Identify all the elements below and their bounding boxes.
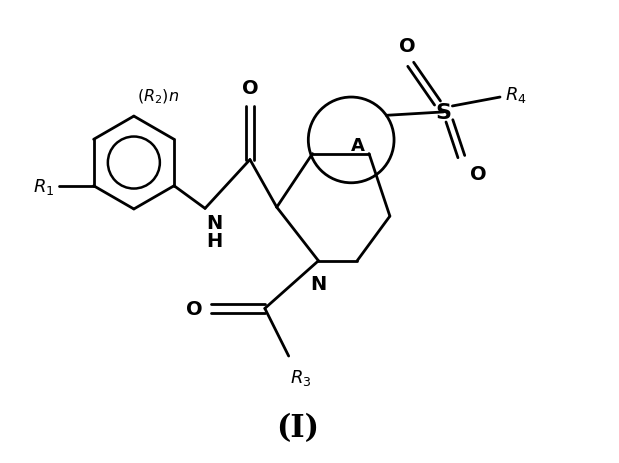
Text: O: O — [470, 164, 487, 183]
Text: S: S — [435, 103, 451, 123]
Text: N: N — [206, 214, 222, 232]
Text: N: N — [310, 274, 327, 293]
Text: $(R_2)n$: $(R_2)n$ — [137, 88, 179, 106]
Text: A: A — [352, 137, 365, 154]
Text: H: H — [206, 232, 222, 250]
Text: $R_3$: $R_3$ — [290, 367, 311, 387]
Text: $R_4$: $R_4$ — [504, 85, 527, 105]
Text: O: O — [241, 79, 258, 98]
Text: O: O — [399, 38, 416, 56]
Text: (I): (I) — [276, 412, 319, 443]
Text: $R_1$: $R_1$ — [33, 176, 54, 196]
Text: O: O — [186, 299, 202, 318]
